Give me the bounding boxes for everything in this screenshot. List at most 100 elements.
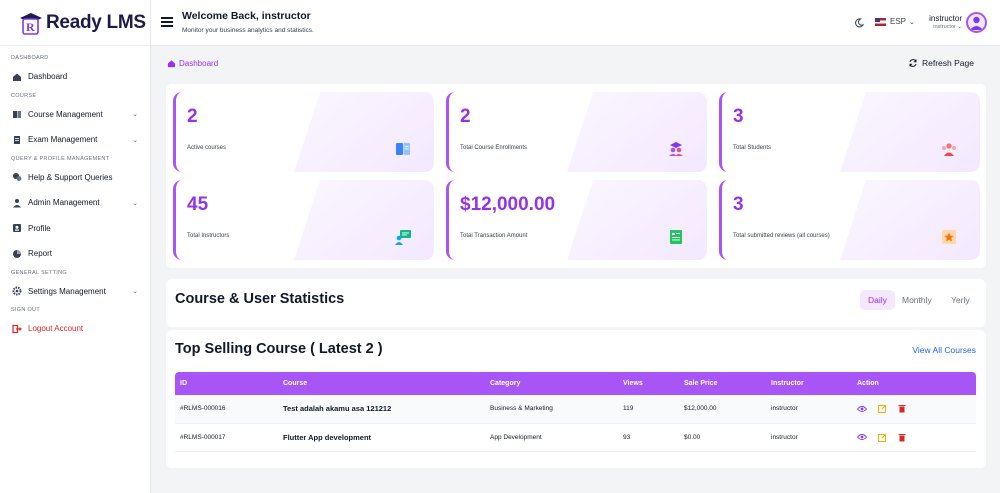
app-logo[interactable]: R Ready LMS [0, 0, 150, 46]
column-header-views: Views [623, 380, 643, 387]
cell-course: Test adalah akamu asa 121212 [278, 395, 485, 424]
chevron-down-icon: ⌄ [132, 136, 138, 144]
stat-label: Total Course Enrollments [460, 145, 528, 151]
nav-section-course: COURSE [11, 92, 37, 99]
exam-sheet-icon [12, 135, 22, 145]
refresh-icon [909, 59, 917, 67]
cell-course: Flutter App development [278, 423, 485, 452]
sidebar-item-help-support[interactable]: Help & Support Queries [0, 165, 150, 191]
sidebar-item-course-management[interactable]: Course Management ⌄ [0, 102, 150, 128]
nav-section-dashboard: DASHBOARD [11, 55, 49, 61]
language-selector[interactable]: ESP ⌄ [875, 17, 915, 26]
sidebar-item-admin-management[interactable]: Admin Management ⌄ [0, 190, 150, 216]
cell-id: #RLMS-000017 [175, 423, 278, 452]
stat-value: 2 [460, 106, 471, 127]
period-tab-monthly[interactable]: Monthly [902, 295, 932, 305]
home-icon [12, 72, 22, 82]
sidebar-item-dashboard[interactable]: Dashboard [0, 64, 150, 90]
breadcrumb[interactable]: Dashboard [167, 59, 218, 68]
moon-icon[interactable] [854, 18, 864, 28]
nav-section-signout: SIGN OUT [11, 307, 40, 313]
sidebar-item-logout[interactable]: Logout Account [0, 316, 150, 342]
edit-icon[interactable] [877, 404, 887, 414]
stat-card-instructors[interactable]: 45 Total Instructors [173, 180, 434, 260]
welcome-subtitle: Monitor your business analytics and stat… [182, 27, 314, 34]
column-header-course: Course [283, 380, 308, 387]
sidebar-item-report[interactable]: Report [0, 241, 150, 267]
book-open-icon [12, 109, 22, 119]
review-star-icon [942, 230, 956, 244]
stat-label: Total submitted reviews (all courses) [733, 233, 830, 239]
refresh-label: Refresh Page [922, 58, 974, 68]
refresh-button[interactable]: Refresh Page [908, 58, 974, 68]
stat-card-enrollments[interactable]: 2 Total Course Enrollments [446, 92, 707, 172]
chat-bubbles-icon [12, 172, 22, 182]
column-header-action: Action [857, 380, 879, 387]
logo-icon: R [20, 12, 42, 35]
user-role-dropdown[interactable]: instructor ⌄ [933, 24, 962, 30]
cell-actions [852, 395, 976, 424]
stat-value: 3 [733, 194, 744, 215]
user-name[interactable]: instructor [929, 14, 962, 23]
eye-icon[interactable] [857, 432, 867, 442]
cell-views: 93 [618, 423, 679, 452]
column-header-sale-price: Sale Price [684, 380, 718, 387]
eye-icon[interactable] [857, 404, 867, 414]
column-header-instructor: Instructor [771, 380, 804, 387]
trash-icon[interactable] [897, 432, 907, 442]
cell-instructor: instructor [766, 395, 852, 424]
stat-card-active-courses[interactable]: 2 Active courses [173, 92, 434, 172]
stat-label: Total Students [733, 145, 772, 151]
stat-card-reviews[interactable]: 3 Total submitted reviews (all courses) [719, 180, 980, 260]
table-header-row: ID Course Category Views Sale Price Inst… [175, 372, 976, 395]
period-tab-daily[interactable]: Daily [860, 290, 895, 310]
stat-label: Total Transaction Amount [460, 233, 528, 239]
profile-card-icon [12, 223, 22, 233]
chevron-down-icon: ⌄ [132, 111, 138, 119]
edit-icon[interactable] [877, 432, 887, 442]
period-tab-yearly[interactable]: Yerly [951, 295, 970, 305]
column-header-id: ID [180, 380, 187, 387]
sidebar: R Ready LMS DASHBOARD Dashboard COURSE C… [0, 0, 151, 493]
sidebar-item-exam-management[interactable]: Exam Management ⌄ [0, 127, 150, 153]
sidebar-item-label: Report [28, 249, 53, 259]
hamburger-menu-icon[interactable] [161, 17, 173, 27]
nav-section-general: GENERAL SETTING [11, 269, 67, 276]
home-icon [167, 60, 176, 68]
stat-value: 2 [187, 106, 198, 127]
stat-value: 45 [187, 194, 209, 215]
courses-table: ID Course Category Views Sale Price Inst… [175, 372, 976, 452]
instructor-board-icon [395, 230, 411, 245]
course-user-statistics: Course & User Statistics Daily Monthly Y… [166, 279, 986, 327]
cell-id: #RLMS-000016 [175, 395, 278, 424]
stat-value: $12,000.00 [460, 194, 556, 215]
column-header-category: Category [490, 380, 521, 387]
nav-section-query: QUERY & PROFILE MANAGEMENT [11, 155, 110, 162]
receipt-icon [670, 230, 682, 244]
cell-instructor: instructor [766, 423, 852, 452]
sidebar-item-label: Logout Account [28, 324, 84, 334]
stat-card-students[interactable]: 3 Total Students [719, 92, 980, 172]
stat-card-transactions[interactable]: $12,000.00 Total Transaction Amount [446, 180, 707, 260]
flag-icon [875, 17, 886, 26]
cell-actions [852, 423, 976, 452]
stat-label: Total Instructors [187, 233, 230, 239]
view-all-courses-link[interactable]: View All Courses [912, 345, 976, 355]
admin-user-icon [12, 198, 22, 208]
sidebar-item-label: Profile [28, 223, 51, 233]
book-icon [396, 143, 410, 155]
sidebar-item-label: Settings Management [28, 286, 106, 296]
avatar[interactable] [966, 12, 987, 33]
breadcrumb-label: Dashboard [179, 59, 219, 68]
cell-category: Business & Marketing [485, 395, 618, 424]
trash-icon[interactable] [897, 404, 907, 414]
sidebar-item-label: Dashboard [28, 72, 68, 82]
sidebar-item-profile[interactable]: Profile [0, 216, 150, 242]
sidebar-item-settings-management[interactable]: Settings Management ⌄ [0, 279, 150, 305]
logout-icon [12, 324, 22, 334]
app-name: Ready LMS [46, 11, 146, 33]
sidebar-item-label: Help & Support Queries [28, 172, 113, 182]
user-avatar-icon [970, 16, 983, 30]
cell-views: 119 [618, 395, 679, 424]
cell-sale-price: $0.00 [679, 423, 766, 452]
